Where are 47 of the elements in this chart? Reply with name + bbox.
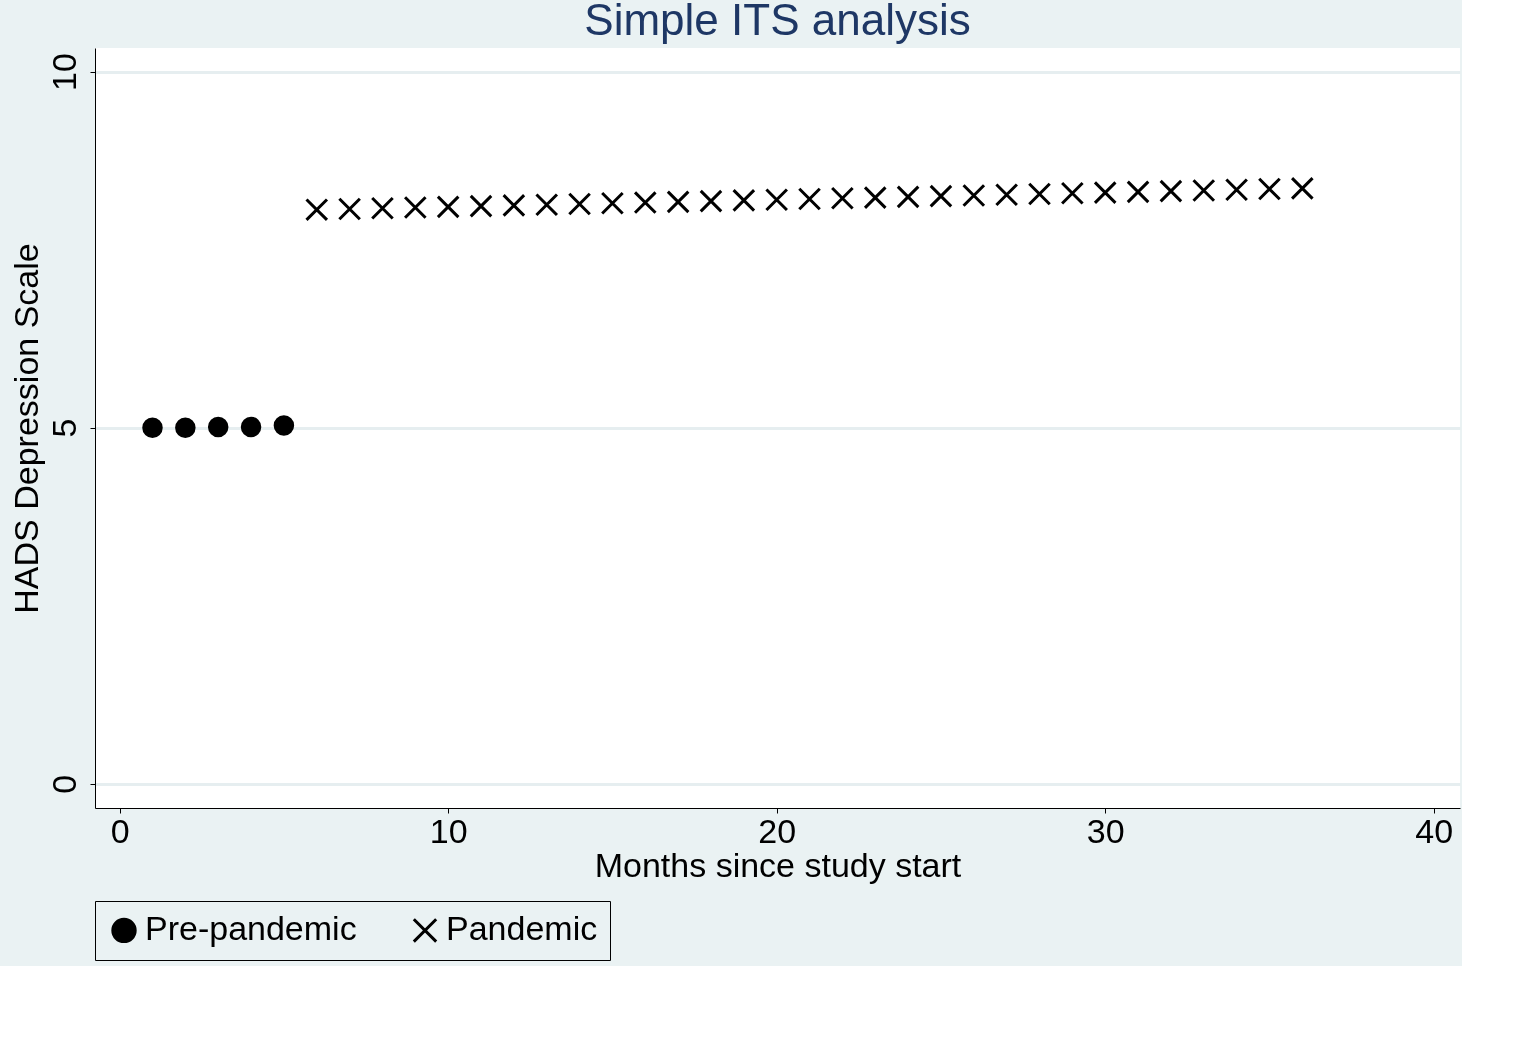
point [797, 187, 822, 211]
point [666, 190, 690, 214]
point [240, 416, 262, 438]
point [863, 185, 887, 210]
y-tick-label: 5 [44, 418, 83, 438]
point [175, 417, 196, 438]
point [1224, 178, 1249, 202]
x-tick-label: 10 [429, 811, 468, 850]
point [534, 192, 559, 217]
point [896, 185, 920, 209]
point [1027, 182, 1052, 206]
point [764, 187, 789, 212]
point [305, 197, 329, 222]
point [469, 194, 493, 218]
point [273, 415, 295, 436]
x-tick-label: 30 [1086, 811, 1125, 850]
point [1159, 179, 1183, 203]
point [502, 193, 526, 218]
point [207, 416, 229, 438]
point [567, 192, 592, 216]
x-tick-label: 40 [1415, 811, 1454, 850]
point [1060, 181, 1085, 206]
y-axis-title: HADS Depression Scale [6, 243, 45, 614]
point [1290, 176, 1315, 201]
point [929, 184, 953, 208]
legend-label: Pre-pandemic [145, 909, 357, 948]
point [962, 183, 986, 208]
point [830, 186, 855, 211]
point [994, 182, 1019, 207]
point [403, 195, 428, 220]
legend-label: Pandemic [446, 909, 598, 948]
point [732, 188, 756, 213]
point [436, 195, 460, 219]
point [633, 190, 658, 215]
point [1192, 178, 1216, 203]
point [1257, 177, 1282, 201]
point [600, 191, 625, 216]
point [370, 196, 395, 221]
chart-title: Simple ITS analysis [584, 0, 971, 44]
y-tick-label: 0 [44, 774, 83, 794]
y-tick-label: 10 [44, 53, 83, 91]
point [337, 197, 362, 221]
x-tick-label: 0 [110, 811, 130, 850]
point [142, 417, 163, 438]
point [1093, 180, 1117, 205]
point [699, 189, 723, 213]
point [1126, 180, 1150, 204]
